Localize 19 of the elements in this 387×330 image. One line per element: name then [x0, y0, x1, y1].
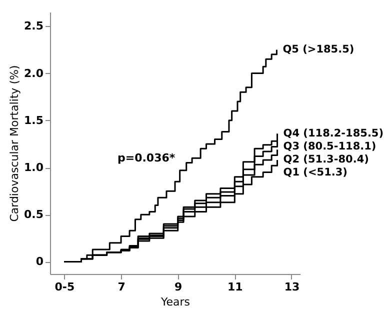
y-tick-label: 0.5 — [24, 208, 44, 222]
x-tick-label: 11 — [228, 280, 243, 294]
annotation: p=0.036* — [118, 152, 176, 165]
y-tick-label: 2.5 — [24, 20, 44, 33]
y-axis-title: Cardiovascular Mortality (%) — [8, 65, 22, 222]
x-axis-title: Years — [160, 296, 190, 308]
series-label: Q2 (51.3-80.4) — [283, 154, 369, 166]
x-tick-label: 0-5 — [54, 280, 75, 294]
x-tick-label: 7 — [118, 280, 126, 294]
x-tick-label: 13 — [284, 280, 300, 294]
series-label: Q1 (<51.3) — [283, 166, 348, 179]
series-label: Q4 (118.2-185.5) — [283, 128, 384, 140]
series-label: Q5 (>185.5) — [282, 44, 354, 56]
y-tick-label: 2.0 — [24, 66, 44, 80]
y-tick-label: 0 — [36, 255, 44, 268]
series-label: Q3 (80.5-118.1) — [283, 140, 376, 153]
y-tick-label: 1.5 — [24, 114, 44, 127]
y-tick-label: 1.0 — [24, 161, 44, 174]
x-tick-label: 9 — [174, 280, 182, 294]
